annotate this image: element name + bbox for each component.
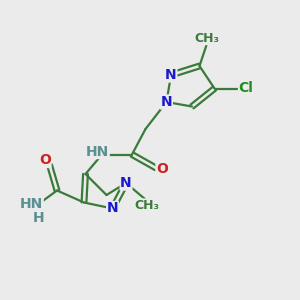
- Text: CH₃: CH₃: [134, 199, 160, 212]
- Text: N: N: [107, 202, 118, 215]
- Text: N: N: [161, 95, 172, 109]
- Text: O: O: [39, 154, 51, 167]
- Text: N: N: [120, 176, 132, 190]
- Text: O: O: [156, 163, 168, 176]
- Text: H: H: [33, 211, 45, 224]
- Text: CH₃: CH₃: [194, 32, 220, 45]
- Text: HN: HN: [20, 197, 43, 211]
- Text: N: N: [165, 68, 177, 82]
- Text: Cl: Cl: [238, 82, 253, 95]
- Text: HN: HN: [86, 145, 109, 158]
